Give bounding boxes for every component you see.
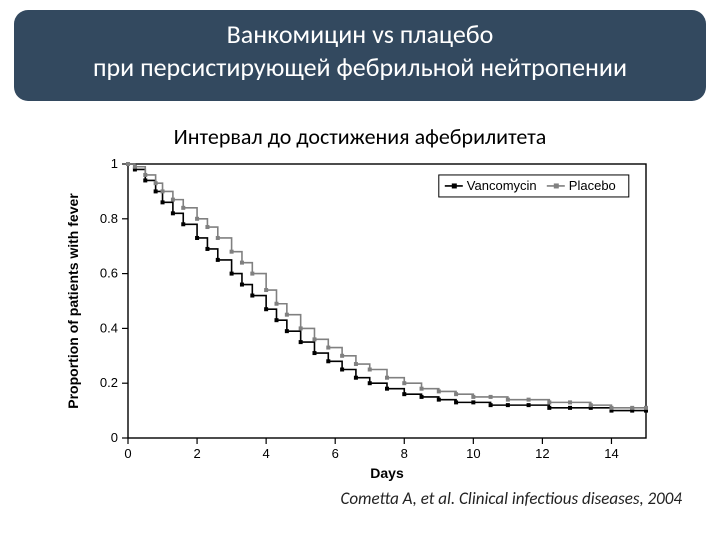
header-line-1: Ванкомицин vs плацебо	[34, 18, 686, 51]
svg-text:Days: Days	[370, 465, 404, 481]
svg-text:8: 8	[401, 446, 408, 461]
svg-text:6: 6	[332, 446, 339, 461]
survival-chart: 0 2 4 6 8 10 12 14 Days 0 0.2 0.4 0.6 0.8 1 Proportion …	[60, 154, 660, 484]
slide-header: Ванкомицин vs плацебо при персистирующей…	[14, 10, 706, 101]
chart-subtitle: Интервал до достижения афебрилитета	[0, 123, 720, 150]
svg-text:10: 10	[466, 446, 480, 461]
svg-text:0.4: 0.4	[100, 320, 118, 335]
svg-text:Proportion of patients with fe: Proportion of patients with fever	[65, 193, 81, 409]
svg-text:4: 4	[263, 446, 270, 461]
svg-text:1: 1	[111, 156, 118, 171]
svg-text:Vancomycin: Vancomycin	[467, 178, 537, 193]
svg-text:0.2: 0.2	[100, 375, 118, 390]
svg-text:0.6: 0.6	[100, 266, 118, 281]
svg-text:0: 0	[111, 430, 118, 445]
svg-text:2: 2	[193, 446, 200, 461]
svg-text:Placebo: Placebo	[569, 178, 616, 193]
svg-text:14: 14	[604, 446, 618, 461]
svg-text:0.8: 0.8	[100, 211, 118, 226]
citation-text: Cometta A, et al. Clinical infectious di…	[0, 488, 682, 509]
header-line-2: при персистирующей фебрильной нейтропени…	[34, 51, 686, 84]
chart-svg: 0 2 4 6 8 10 12 14 Days 0 0.2 0.4 0.6 0.8 1 Proportion …	[60, 154, 660, 484]
svg-text:12: 12	[535, 446, 549, 461]
svg-text:0: 0	[124, 446, 131, 461]
